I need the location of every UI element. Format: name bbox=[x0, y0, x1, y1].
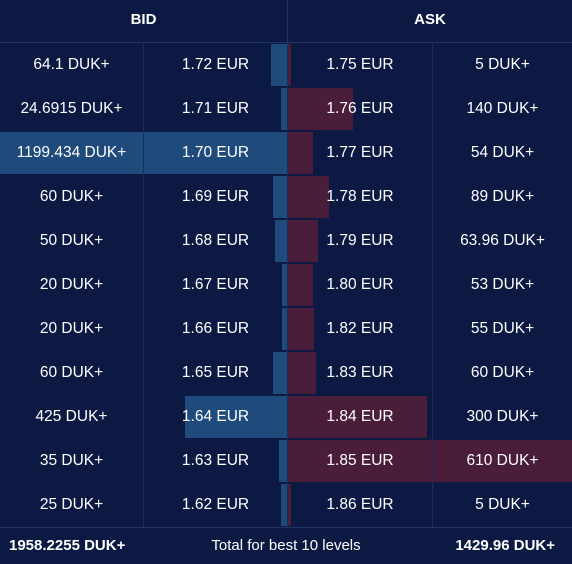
bid-price: 1.66 EUR bbox=[181, 320, 250, 337]
ask-price: 1.82 EUR bbox=[326, 320, 394, 337]
ask-price: 1.83 EUR bbox=[326, 364, 394, 381]
bid-price: 1.69 EUR bbox=[181, 188, 250, 205]
ask-quantity: 89 DUK+ bbox=[470, 188, 535, 205]
order-book-row[interactable]: 60 DUK+ 1.69 EUR 1.78 EUR 89 DUK+ bbox=[0, 175, 572, 219]
column-divider bbox=[432, 43, 433, 527]
totals-label: Total for best 10 levels bbox=[211, 537, 361, 554]
order-book-row[interactable]: 25 DUK+ 1.62 EUR 1.86 EUR 5 DUK+ bbox=[0, 483, 572, 527]
ask-depth-bar bbox=[288, 484, 291, 526]
bid-depth-bar bbox=[273, 176, 287, 218]
order-book-row[interactable]: 35 DUK+ 1.63 EUR 1.85 EUR 610 DUK+ bbox=[0, 439, 572, 483]
ask-depth-bar bbox=[288, 176, 329, 218]
order-book-row[interactable]: 425 DUK+ 1.64 EUR 1.84 EUR 300 DUK+ bbox=[0, 395, 572, 439]
bid-quantity: 1199.434 DUK+ bbox=[16, 144, 127, 161]
ask-quantity: 140 DUK+ bbox=[466, 100, 539, 117]
bid-price: 1.63 EUR bbox=[181, 452, 250, 469]
ask-depth-bar bbox=[288, 440, 572, 482]
ask-quantity: 610 DUK+ bbox=[466, 452, 539, 469]
bid-quantity: 20 DUK+ bbox=[39, 276, 104, 293]
ask-column-header: ASK bbox=[414, 11, 446, 28]
bid-quantity: 24.6915 DUK+ bbox=[20, 100, 123, 117]
ask-depth-bar bbox=[288, 352, 316, 394]
order-book-row[interactable]: 60 DUK+ 1.65 EUR 1.83 EUR 60 DUK+ bbox=[0, 351, 572, 395]
bid-price: 1.65 EUR bbox=[181, 364, 250, 381]
order-book-row[interactable]: 20 DUK+ 1.66 EUR 1.82 EUR 55 DUK+ bbox=[0, 307, 572, 351]
ask-quantity: 60 DUK+ bbox=[470, 364, 535, 381]
bid-price: 1.71 EUR bbox=[181, 100, 250, 117]
ask-depth-bar bbox=[288, 132, 313, 174]
order-book-row[interactable]: 1199.434 DUK+ 1.70 EUR 1.77 EUR 54 DUK+ bbox=[0, 131, 572, 175]
bid-depth-bar bbox=[275, 220, 287, 262]
bid-price: 1.70 EUR bbox=[181, 144, 250, 161]
bid-quantity: 425 DUK+ bbox=[35, 408, 108, 425]
bid-price: 1.62 EUR bbox=[181, 496, 250, 513]
ask-depth-bar bbox=[288, 396, 427, 438]
bid-quantity: 64.1 DUK+ bbox=[33, 56, 110, 73]
ask-depth-bar bbox=[288, 88, 353, 130]
ask-quantity: 300 DUK+ bbox=[466, 408, 539, 425]
bid-depth-bar bbox=[185, 396, 287, 438]
ask-depth-bar bbox=[288, 264, 313, 306]
bid-price: 1.72 EUR bbox=[181, 56, 250, 73]
bid-depth-bar bbox=[273, 352, 287, 394]
column-divider bbox=[143, 43, 144, 527]
bid-quantity: 35 DUK+ bbox=[39, 452, 104, 469]
order-book-row[interactable]: 64.1 DUK+ 1.72 EUR 1.75 EUR 5 DUK+ bbox=[0, 43, 572, 87]
order-book-footer: 1958.2255 DUK+ Total for best 10 levels … bbox=[0, 527, 572, 561]
ask-total: 1429.96 DUK+ bbox=[455, 537, 555, 554]
bid-depth-bar bbox=[282, 308, 287, 350]
bid-quantity: 25 DUK+ bbox=[39, 496, 104, 513]
bid-depth-bar bbox=[279, 440, 287, 482]
ask-price: 1.76 EUR bbox=[326, 100, 394, 117]
bid-total: 1958.2255 DUK+ bbox=[9, 537, 126, 554]
ask-price: 1.79 EUR bbox=[326, 232, 394, 249]
column-divider bbox=[287, 43, 288, 527]
bid-quantity: 20 DUK+ bbox=[39, 320, 104, 337]
ask-price: 1.78 EUR bbox=[326, 188, 394, 205]
ask-price: 1.86 EUR bbox=[326, 496, 394, 513]
ask-price: 1.85 EUR bbox=[326, 452, 394, 469]
ask-depth-bar bbox=[288, 44, 291, 86]
bid-price: 1.68 EUR bbox=[181, 232, 250, 249]
bid-column-header: BID bbox=[130, 11, 157, 28]
order-book-row[interactable]: 24.6915 DUK+ 1.71 EUR 1.76 EUR 140 DUK+ bbox=[0, 87, 572, 131]
header-divider bbox=[287, 0, 288, 42]
ask-price: 1.77 EUR bbox=[326, 144, 394, 161]
order-book-row[interactable]: 20 DUK+ 1.67 EUR 1.80 EUR 53 DUK+ bbox=[0, 263, 572, 307]
ask-quantity: 5 DUK+ bbox=[475, 496, 530, 513]
ask-quantity: 55 DUK+ bbox=[470, 320, 535, 337]
ask-depth-bar bbox=[288, 308, 314, 350]
order-book-levels: 64.1 DUK+ 1.72 EUR 1.75 EUR 5 DUK+ 24.6915 D… bbox=[0, 43, 572, 527]
bid-depth-bar bbox=[282, 264, 287, 306]
bid-quantity: 60 DUK+ bbox=[39, 188, 104, 205]
ask-depth-bar bbox=[288, 220, 318, 262]
bid-quantity: 50 DUK+ bbox=[39, 232, 104, 249]
ask-price: 1.80 EUR bbox=[326, 276, 394, 293]
order-book-header: BID ASK bbox=[0, 0, 572, 43]
ask-quantity: 54 DUK+ bbox=[470, 144, 535, 161]
ask-price: 1.75 EUR bbox=[326, 56, 394, 73]
bid-quantity: 60 DUK+ bbox=[39, 364, 104, 381]
ask-quantity: 5 DUK+ bbox=[475, 56, 530, 73]
ask-quantity: 63.96 DUK+ bbox=[460, 232, 545, 249]
bid-depth-bar bbox=[281, 484, 287, 526]
ask-price: 1.84 EUR bbox=[326, 408, 394, 425]
bid-price: 1.67 EUR bbox=[181, 276, 250, 293]
ask-quantity: 53 DUK+ bbox=[470, 276, 535, 293]
bid-depth-bar bbox=[271, 44, 287, 86]
order-book-row[interactable]: 50 DUK+ 1.68 EUR 1.79 EUR 63.96 DUK+ bbox=[0, 219, 572, 263]
bid-depth-bar bbox=[281, 88, 287, 130]
bid-price: 1.64 EUR bbox=[181, 408, 250, 425]
